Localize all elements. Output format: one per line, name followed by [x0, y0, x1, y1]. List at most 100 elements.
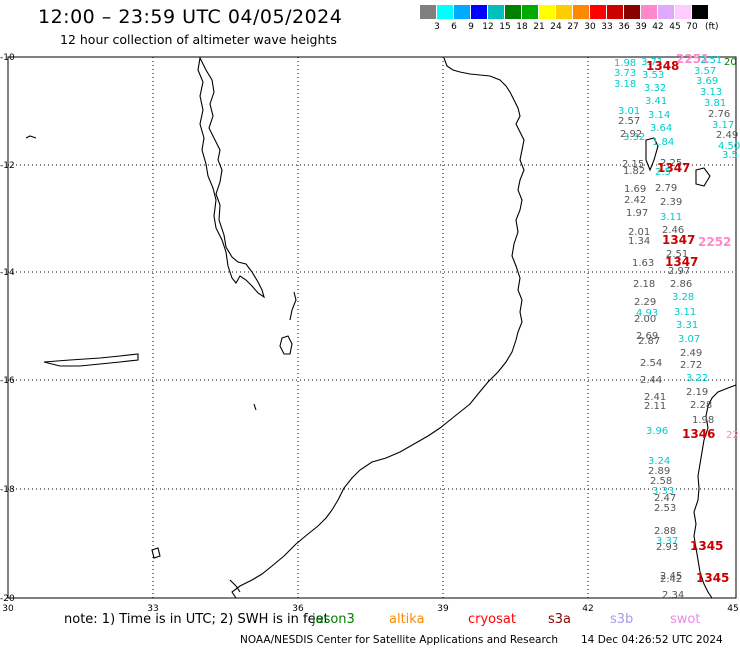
- footer-credit: NOAA/NESDIS Center for Satellite Applica…: [240, 634, 558, 646]
- wave-height-label: 2.25: [660, 158, 682, 169]
- longitude-label: 42: [582, 604, 593, 614]
- scale-tick-label: 36: [618, 22, 630, 32]
- latitude-label: -14: [0, 268, 15, 278]
- wave-height-label: 2.51: [700, 55, 722, 66]
- satellite-legend-s3a: s3a: [548, 612, 572, 627]
- latitude-label: -10: [0, 53, 15, 63]
- scale-swatch: [590, 5, 606, 19]
- scale-tick-label: 30: [584, 22, 596, 32]
- map-title: 12:00 – 23:59 UTC 04/05/2024: [38, 6, 343, 28]
- scale-tick-label: 15: [499, 22, 511, 32]
- wave-height-label: 3.81: [704, 98, 726, 109]
- scale-swatch: [437, 5, 453, 19]
- footer-timestamp: 14 Dec 04:26:52 UTC 2024: [581, 634, 723, 646]
- wave-height-label: 2.18: [633, 279, 655, 290]
- wave-height-label: 2.42: [624, 195, 646, 206]
- scale-swatch: [420, 5, 436, 19]
- island-b: [695, 167, 711, 187]
- wave-height-label: 2.57: [618, 116, 640, 127]
- latitude-label: -18: [0, 485, 15, 495]
- wave-height-label: 2.45: [660, 571, 682, 582]
- wave-height-label: 3.5: [722, 150, 738, 161]
- scale-swatch: [505, 5, 521, 19]
- wave-height-label: 1348: [646, 59, 679, 73]
- wave-height-label: 2.34: [662, 590, 684, 601]
- island-e: [289, 291, 297, 321]
- wave-height-label: 3.11: [674, 307, 696, 318]
- scale-tick-label: 27: [567, 22, 579, 32]
- scale-tick-label: 6: [451, 22, 457, 32]
- wave-height-label: 1346: [682, 427, 715, 441]
- scale-swatch: [573, 5, 589, 19]
- satellite-legend-swot: swot: [670, 612, 701, 627]
- wave-height-label: 22: [726, 430, 739, 441]
- wave-height-label: 3.71: [641, 57, 663, 68]
- scale-swatch: [539, 5, 555, 19]
- wave-height-label: 3.73: [614, 68, 636, 79]
- wave-height-label: 2.97: [668, 266, 690, 277]
- latitude-label: -16: [0, 376, 15, 386]
- wave-height-label: 2.87: [638, 336, 660, 347]
- wave-height-label: 20: [724, 57, 737, 68]
- scale-tick-label: 24: [550, 22, 562, 32]
- wave-height-label: 1.34: [628, 236, 650, 247]
- satellite-legend-s3b: s3b: [610, 612, 634, 627]
- scale-tick-label: 21: [533, 22, 545, 32]
- coastline: [25, 56, 737, 599]
- scale-swatch: [692, 5, 708, 19]
- longitude-label: 45: [727, 604, 738, 614]
- lat-lon-grid: [8, 57, 736, 598]
- wave-height-label: 2.49: [680, 348, 702, 359]
- mainland-coastline: [231, 57, 525, 599]
- wave-height-label: 1.97: [626, 208, 648, 219]
- wave-height-label: 2.53: [654, 503, 676, 514]
- wave-height-label: 3.13: [700, 87, 722, 98]
- wave-height-label: 3.37: [656, 536, 678, 547]
- wave-height-label: 3.33: [652, 486, 674, 497]
- wave-height-label: 3.18: [614, 79, 636, 90]
- scale-swatch: [658, 5, 674, 19]
- wave-height-label: 2.92: [620, 129, 642, 140]
- footer-note: note: 1) Time is in UTC; 2) SWH is in fe…: [64, 612, 329, 627]
- scale-swatch: [471, 5, 487, 19]
- lake-malawi-outline: [197, 56, 265, 299]
- wave-height-label: 2.29: [634, 297, 656, 308]
- wave-height-label: 1.98: [614, 58, 636, 69]
- axis-labels: 30 33 36 39 42 45 -10 -12 -14 -16 -18 -20: [0, 53, 739, 614]
- island-d: [43, 353, 139, 367]
- map-subtitle: 12 hour collection of altimeter wave hei…: [60, 32, 337, 47]
- scale-tick-label: 45: [669, 22, 681, 32]
- wave-height-label: 1347: [662, 233, 695, 247]
- wave-height-label: 3.57: [694, 66, 716, 77]
- wave-height-label: 2.79: [655, 183, 677, 194]
- wave-height-label: 2.42: [660, 574, 682, 585]
- wave-height-label: 3.07: [678, 334, 700, 345]
- wave-height-label: 2.19: [686, 387, 708, 398]
- wave-height-label: 3.11: [660, 212, 682, 223]
- wave-height-label: 2.00: [634, 314, 656, 325]
- wave-height-label: 3.69: [696, 76, 718, 87]
- wave-height-label: 3.53: [642, 70, 664, 81]
- wave-height-label: 1347: [657, 161, 690, 175]
- wave-height-label: 1.82: [623, 166, 645, 177]
- wave-height-label: 1.98: [692, 415, 714, 426]
- wave-height-label: 2.69: [636, 331, 658, 342]
- wave-height-label: 3.22: [686, 373, 708, 384]
- satellite-legend-altika: altika: [389, 612, 425, 627]
- madagascar-coastline: [693, 384, 737, 599]
- scale-tick-label: 42: [652, 22, 664, 32]
- satellite-legend-jason3: jason3: [312, 612, 355, 627]
- longitude-label: 33: [147, 604, 158, 614]
- wave-height-label: 3.14: [648, 110, 670, 121]
- wave-height-label: 1345: [696, 571, 729, 585]
- island-c: [279, 335, 293, 355]
- wave-height-label: 2.51: [666, 249, 688, 260]
- wave-height-label: 2.58: [650, 476, 672, 487]
- scale-swatch: [556, 5, 572, 19]
- scale-swatch: [641, 5, 657, 19]
- scale-unit: (ft): [705, 22, 719, 32]
- wave-height-label: 3.32: [644, 83, 666, 94]
- scale-tick-label: 70: [686, 22, 698, 32]
